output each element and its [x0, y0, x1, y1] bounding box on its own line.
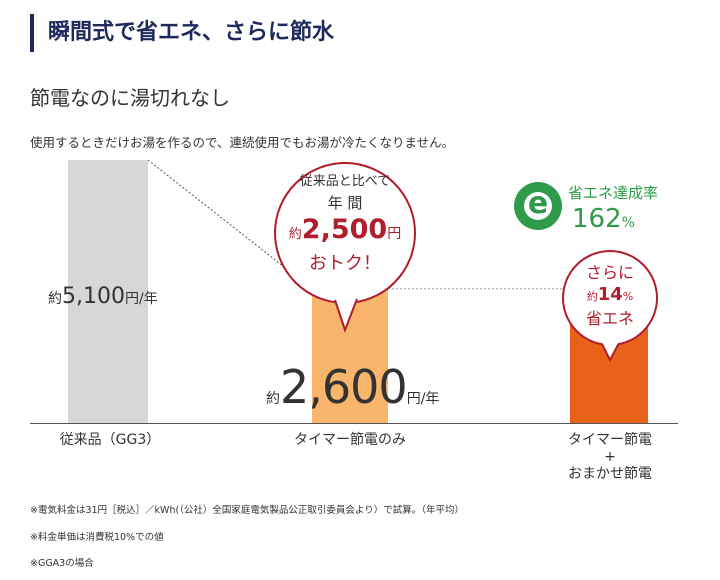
section-subtitle: 節電なのに湯切れなし: [30, 86, 230, 110]
bar1-unit: 円/年: [124, 291, 158, 307]
eco-badge-sign: %: [621, 215, 635, 231]
bubble2-pct: 14: [597, 284, 623, 305]
eco-mark-letter: e: [527, 186, 549, 221]
chart-bar-conventional: [68, 160, 148, 423]
cat3-line1: タイマー節電: [568, 432, 652, 448]
category-label-timer: タイマー節電のみ: [294, 432, 406, 448]
bar1-value: 5,100: [62, 284, 125, 309]
bar1-approx: 約: [48, 291, 62, 307]
bubble1-approx: 約: [288, 227, 302, 242]
footnote-1: ※電気料金は31円［税込］／kWh(（公社）全国家庭電気製品公正取引委員会より）…: [30, 505, 464, 516]
bubble1-line2: 年 間: [327, 194, 363, 212]
cat3-line3: おまかせ節電: [568, 466, 652, 482]
bar2-approx: 約: [266, 391, 280, 407]
bar2-value: 2,600: [280, 360, 408, 414]
bubble2-pct-sign: %: [622, 290, 634, 303]
eco-mark-icon: e: [514, 182, 562, 230]
category-label-conventional: 従来品（GG3）: [59, 432, 161, 448]
bubble2-line1: さらに: [585, 263, 634, 282]
bubble1-line4: おトク！: [309, 253, 381, 274]
bubble1-amount-line: 約2,500円: [265, 214, 425, 251]
savings-bubble: [274, 162, 416, 333]
bar2-unit: 円/年: [406, 391, 440, 407]
bar2-value-label: 約2,600円/年: [266, 364, 439, 410]
footnote-2: ※料金単価は消費税10%での値: [30, 532, 164, 543]
bubble1-amount: 2,500: [301, 214, 388, 245]
eco-badge-label: 省エネ達成率: [568, 184, 659, 202]
page-title: 瞬間式で省エネ、さらに節水: [48, 20, 335, 45]
eco-badge-value-line: 162%: [572, 204, 635, 234]
bubble2-line3: 省エネ: [585, 309, 634, 328]
bubble2-approx: 約: [586, 290, 598, 303]
bar1-value-label: 約5,100円/年: [48, 284, 158, 309]
eco-badge-value: 162: [572, 204, 622, 234]
cat3-line2: +: [604, 449, 616, 465]
savings-bubble-text: 従来品と比べて 年 間 約2,500円 おトク！: [265, 172, 425, 277]
footnote-3: ※GGA3の場合: [30, 558, 94, 569]
title-accent-bar: [30, 14, 34, 52]
extra-savings-bubble-text: さらに 約14% 省エネ: [555, 262, 665, 330]
category-label-timer-auto: タイマー節電 + おまかせ節電: [540, 432, 680, 483]
section-description: 使用するときだけお湯を作るので、連続使用でもお湯が冷たくなりません。: [30, 135, 455, 150]
extra-savings-bubble: [562, 250, 658, 363]
bubble2-pct-line: 約14%: [555, 284, 665, 308]
bubble1-yen: 円: [387, 226, 402, 242]
chart-baseline: [30, 423, 678, 424]
bubble1-line1: 従来品と比べて: [299, 174, 391, 189]
